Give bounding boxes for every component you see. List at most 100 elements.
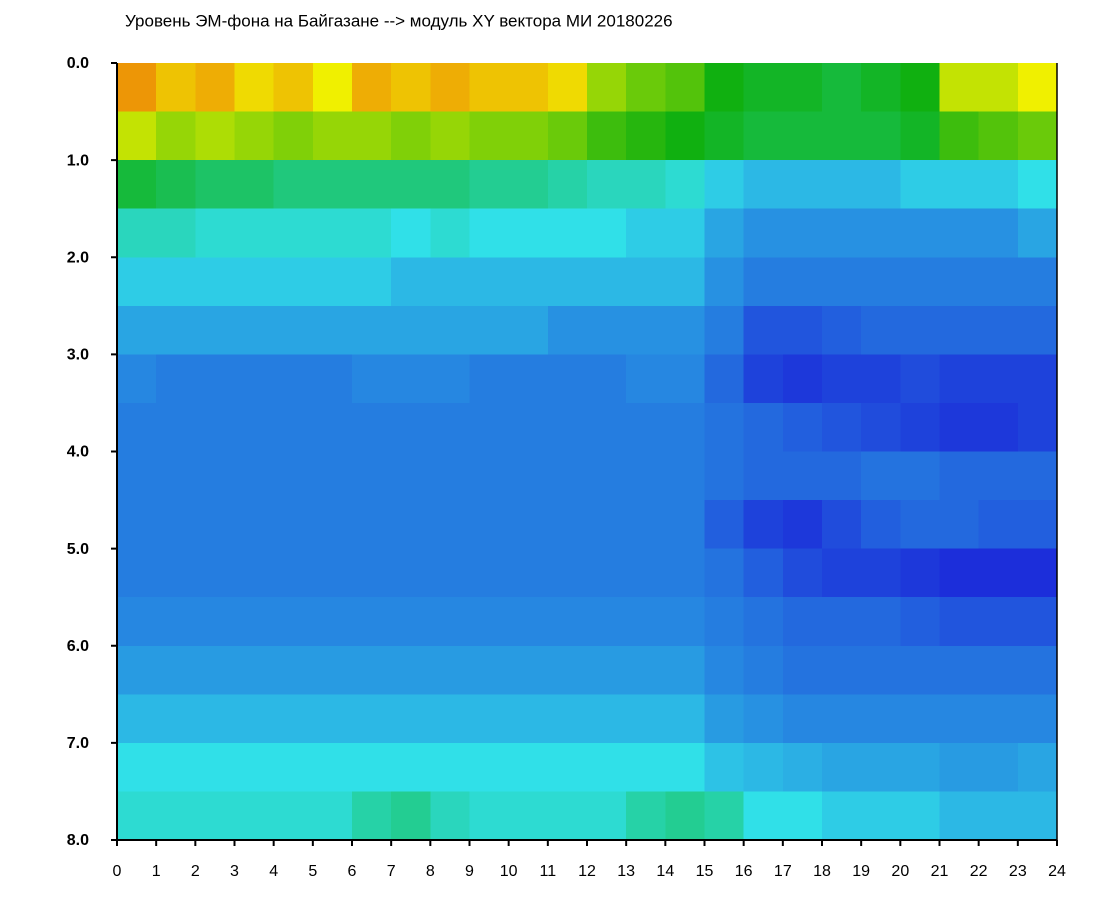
heatmap-cell (665, 305, 705, 355)
heatmap-cell (939, 694, 980, 744)
heatmap-cell (939, 63, 980, 113)
heatmap-cell (665, 548, 705, 598)
heatmap-cell (743, 791, 784, 841)
heatmap-cell (195, 645, 235, 695)
heatmap-cell (312, 791, 353, 841)
heatmap-cell (117, 597, 157, 647)
heatmap-cell (430, 354, 470, 404)
heatmap-cell (704, 500, 745, 550)
heatmap-cell (469, 548, 510, 598)
heatmap-cell (391, 111, 431, 161)
heatmap-cell (391, 451, 431, 501)
heatmap-cell (352, 305, 392, 355)
heatmap-cell (822, 548, 862, 598)
heatmap-cell (822, 597, 862, 647)
heatmap-cell (117, 645, 157, 695)
heatmap-cell (978, 354, 1019, 404)
heatmap-cell (822, 451, 862, 501)
x-tick-label: 0 (113, 863, 122, 880)
heatmap-cell (978, 645, 1019, 695)
heatmap-cell (273, 742, 314, 792)
heatmap-cell (312, 305, 353, 355)
heatmap-cell (312, 548, 353, 598)
heatmap-cell (939, 208, 980, 258)
heatmap-cell (978, 305, 1019, 355)
axes: 0.01.02.03.04.05.06.07.08.00 1 2 3 4 5 6 7 8 9 10 1… (67, 55, 1066, 880)
heatmap-cell (547, 597, 588, 647)
heatmap-cell (469, 500, 510, 550)
x-tick-label: 14 (656, 863, 674, 880)
heatmap-cell (195, 257, 235, 307)
heatmap-cell (156, 305, 196, 355)
heatmap-cell (469, 597, 510, 647)
x-tick-label: 8 (426, 863, 435, 880)
heatmap-cell (939, 548, 980, 598)
heatmap-cell (430, 208, 470, 258)
heatmap-cell (978, 257, 1019, 307)
heatmap-cell (587, 645, 627, 695)
heatmap-cell (312, 742, 353, 792)
heatmap-cell (978, 63, 1019, 113)
heatmap-cell (117, 451, 157, 501)
heatmap-cell (273, 645, 314, 695)
heatmap-cell (978, 742, 1019, 792)
heatmap-cell (587, 694, 627, 744)
heatmap-cell (743, 160, 784, 210)
heatmap-cell (822, 354, 862, 404)
heatmap-cell (547, 742, 588, 792)
heatmap-cell (195, 742, 235, 792)
heatmap-cell (587, 354, 627, 404)
heatmap-cell (782, 791, 823, 841)
y-tick-label: 3.0 (67, 347, 89, 364)
heatmap-cell (117, 208, 157, 258)
heatmap-cell (469, 111, 510, 161)
heatmap-cell (312, 354, 353, 404)
heatmap-cell (626, 160, 666, 210)
heatmap-cell (156, 500, 196, 550)
heatmap-cell (1017, 160, 1058, 210)
heatmap-cell (195, 111, 235, 161)
heatmap-cell (352, 208, 392, 258)
heatmap-cell (1017, 597, 1058, 647)
heatmap-cell (743, 742, 784, 792)
heatmap-cell (939, 597, 980, 647)
heatmap-cell (469, 208, 510, 258)
heatmap-cell (626, 305, 666, 355)
heatmap-cell (704, 548, 745, 598)
heatmap-cell (273, 305, 314, 355)
heatmap-cell (430, 305, 470, 355)
heatmap-cell (547, 645, 588, 695)
heatmap-cell (469, 354, 510, 404)
heatmap-cell (1017, 791, 1058, 841)
heatmap-cell (508, 354, 549, 404)
x-tick-label: 5 (308, 863, 317, 880)
heatmap-cell (704, 354, 745, 404)
heatmap-cell (822, 305, 862, 355)
x-tick-label: 16 (735, 863, 753, 880)
heatmap-cell (1017, 111, 1058, 161)
heatmap-cell (861, 257, 901, 307)
heatmap-cell (900, 305, 940, 355)
heatmap-cell (1017, 208, 1058, 258)
heatmap-cell (900, 111, 940, 161)
heatmap-cell (900, 548, 940, 598)
heatmap-cell (156, 63, 196, 113)
heatmap-cell (978, 791, 1019, 841)
heatmap-cell (665, 402, 705, 452)
heatmap-cell (391, 742, 431, 792)
heatmap-cell (547, 500, 588, 550)
heatmap-cell (665, 160, 705, 210)
heatmap-cell (900, 694, 940, 744)
heatmap-cell (978, 548, 1019, 598)
heatmap-cell (861, 791, 901, 841)
heatmap-cell (782, 354, 823, 404)
heatmap-cell (704, 645, 745, 695)
heatmap-cell (508, 791, 549, 841)
heatmap-cell (234, 645, 275, 695)
y-tick-label: 0.0 (67, 55, 89, 72)
heatmap-cell (704, 160, 745, 210)
heatmap-cell (234, 402, 275, 452)
heatmap-cell (782, 694, 823, 744)
heatmap-cell (900, 63, 940, 113)
x-tick-label: 12 (578, 863, 596, 880)
